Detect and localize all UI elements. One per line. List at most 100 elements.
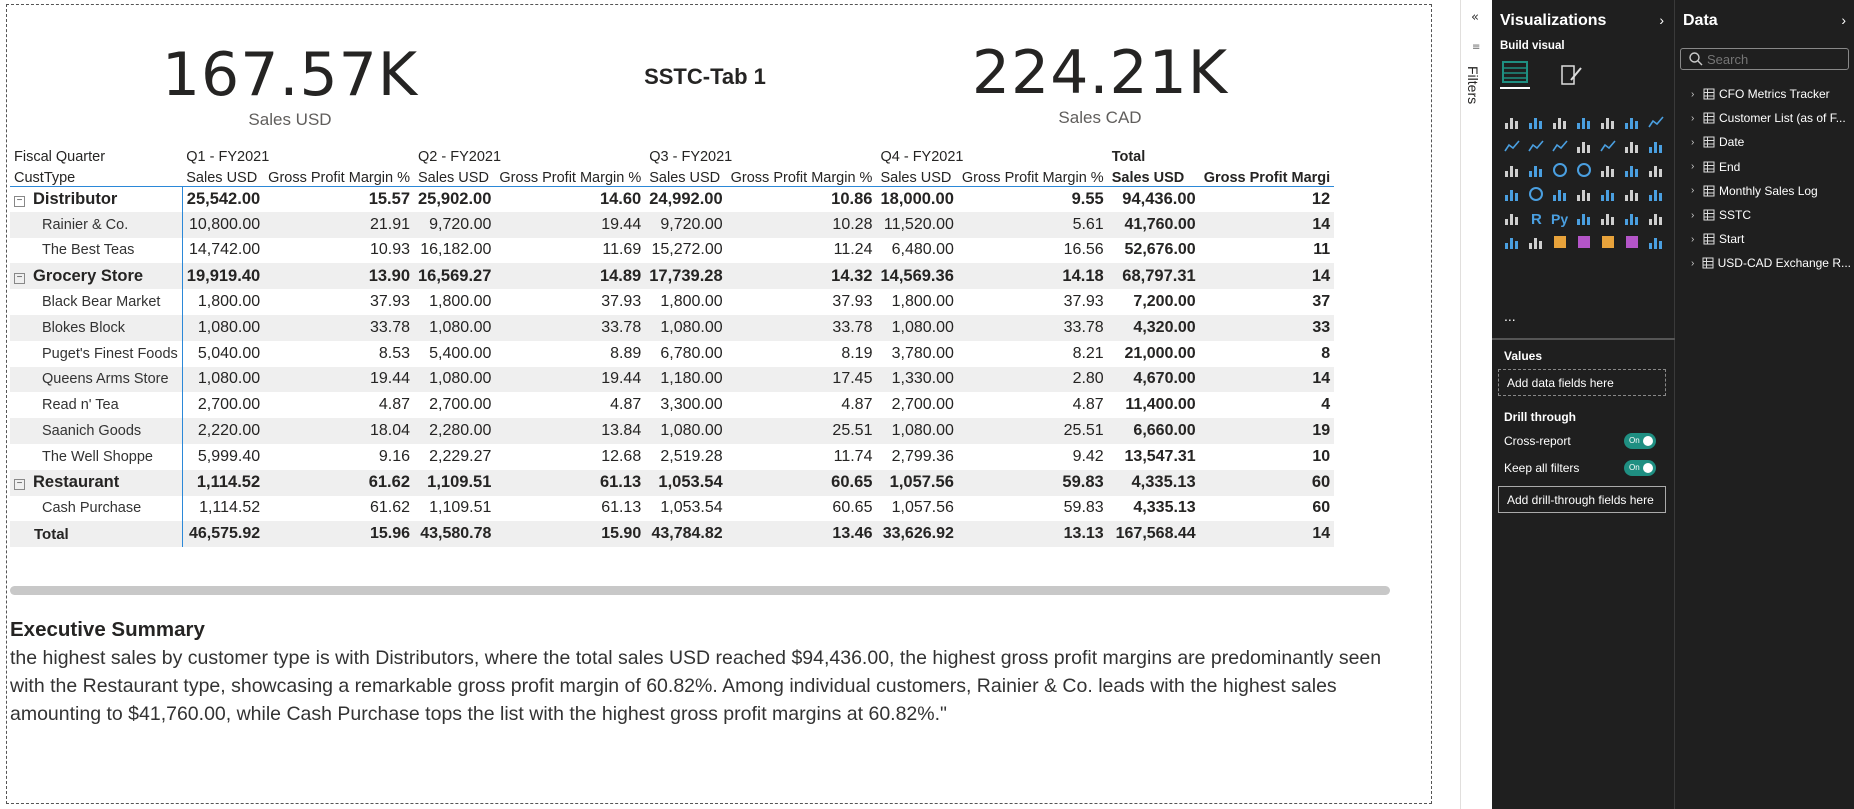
column-header-q2[interactable]: Q2 - FY2021 xyxy=(418,149,502,165)
collapse-icon[interactable]: − xyxy=(14,479,25,491)
sales-usd-cell[interactable]: 1,080.00 xyxy=(876,314,958,341)
gross-margin-cell[interactable]: 8 xyxy=(1321,344,1331,362)
gross-margin-cell[interactable]: 19 xyxy=(1199,418,1335,444)
line-stacked-column-icon[interactable] xyxy=(1524,134,1548,158)
kpi-card-sales-usd[interactable]: 167.57K Sales USD xyxy=(150,40,430,130)
gross-margin-cell[interactable]: 4.87 xyxy=(841,396,873,414)
waterfall-icon[interactable] xyxy=(1572,134,1596,158)
sales-usd-cell[interactable]: 4,320.00 xyxy=(1107,314,1200,341)
clustered-bar-icon[interactable] xyxy=(1548,110,1572,134)
multirow-card-icon[interactable] xyxy=(1572,182,1596,206)
expand-chevron-icon[interactable]: › xyxy=(1691,257,1695,269)
sales-usd-cell[interactable]: 1,800.00 xyxy=(429,293,492,311)
gross-margin-cell[interactable]: 14.32 xyxy=(726,263,877,290)
sales-usd-cell[interactable]: 1,053.54 xyxy=(660,499,723,517)
column-header-q3[interactable]: Q3 - FY2021 xyxy=(649,149,733,165)
slicer-icon[interactable] xyxy=(1620,182,1644,206)
measure-header[interactable]: Sales USD xyxy=(414,165,496,187)
sales-usd-cell[interactable]: 11,400.00 xyxy=(1125,396,1196,414)
sales-usd-cell[interactable]: 10,800.00 xyxy=(182,211,265,238)
matrix-row[interactable]: The Best Teas 14,742.00 10.93 16,182.00 11.6… xyxy=(10,237,1334,264)
sales-usd-cell[interactable]: 17,739.28 xyxy=(645,263,727,290)
gross-margin-cell[interactable]: 33.78 xyxy=(957,314,1108,341)
sales-usd-cell[interactable]: 24,992.00 xyxy=(649,189,723,208)
row-label-cell[interactable]: Rainier & Co. xyxy=(10,211,183,238)
gross-margin-cell[interactable]: 60 xyxy=(1312,499,1331,517)
sales-usd-cell[interactable]: 1,800.00 xyxy=(197,293,261,311)
100-column-icon[interactable] xyxy=(1620,110,1644,134)
data-table-item[interactable]: › Start xyxy=(1691,227,1851,251)
gross-margin-cell[interactable]: 37.93 xyxy=(1063,293,1104,311)
values-drop-zone[interactable]: Add data fields here xyxy=(1498,369,1666,396)
sales-usd-cell[interactable]: 4,335.13 xyxy=(1107,469,1200,496)
ribbon-chart-icon[interactable] xyxy=(1548,134,1572,158)
matrix-row[interactable]: The Well Shoppe 5,999.40 9.16 2,229.27 12.68… xyxy=(10,443,1334,470)
gross-margin-cell[interactable]: 21.91 xyxy=(264,211,414,238)
sales-usd-cell[interactable]: 6,780.00 xyxy=(660,344,723,362)
key-influencers-icon[interactable] xyxy=(1572,206,1596,230)
stacked-bar-icon[interactable] xyxy=(1500,110,1524,134)
sales-usd-cell[interactable]: 33,626.92 xyxy=(876,521,958,548)
gross-margin-cell[interactable]: 13.13 xyxy=(957,521,1108,548)
measure-header[interactable]: Sales USD xyxy=(876,165,958,187)
gauge-icon[interactable] xyxy=(1524,182,1548,206)
sales-usd-cell[interactable]: 6,660.00 xyxy=(1107,418,1200,444)
expand-chevron-icon[interactable]: › xyxy=(1691,136,1695,148)
collapse-icon[interactable]: − xyxy=(14,272,25,284)
sales-usd-cell[interactable]: 16,569.27 xyxy=(414,263,496,290)
collapse-chevron-icon[interactable]: › xyxy=(1659,12,1664,28)
sales-usd-cell[interactable]: 13,547.31 xyxy=(1124,447,1196,465)
sales-usd-cell[interactable]: 2,229.27 xyxy=(429,447,492,465)
gross-margin-cell[interactable]: 37.93 xyxy=(369,293,410,311)
sales-usd-cell[interactable]: 9,720.00 xyxy=(414,211,496,238)
gross-margin-cell[interactable]: 15.96 xyxy=(264,521,414,548)
sales-usd-cell[interactable]: 1,080.00 xyxy=(876,418,958,444)
donut-chart-icon[interactable] xyxy=(1572,158,1596,182)
filters-pane-collapsed[interactable]: « ≡ Filters xyxy=(1460,0,1492,809)
goals-icon[interactable] xyxy=(1500,230,1524,254)
gross-margin-cell[interactable]: 11.24 xyxy=(833,241,873,259)
sales-usd-cell[interactable]: 94,436.00 xyxy=(1122,189,1196,208)
decomposition-tree-icon[interactable] xyxy=(1596,206,1620,230)
sales-usd-cell[interactable]: 1,800.00 xyxy=(891,293,954,311)
row-label-cell[interactable]: Blokes Block xyxy=(10,314,183,341)
sales-usd-cell[interactable]: 5,400.00 xyxy=(429,344,492,362)
diamond-icon[interactable] xyxy=(1620,230,1644,254)
drill-through-drop-zone[interactable]: Add drill-through fields here xyxy=(1498,486,1666,513)
expand-chevron-icon[interactable]: › xyxy=(1691,233,1695,245)
gross-margin-cell[interactable]: 61.13 xyxy=(601,499,642,517)
pie-chart-icon[interactable] xyxy=(1548,158,1572,182)
row-label-cell[interactable]: The Best Teas xyxy=(10,237,183,264)
stacked-column-icon[interactable] xyxy=(1524,110,1548,134)
sales-usd-cell[interactable]: 3,780.00 xyxy=(891,344,954,362)
gross-margin-cell[interactable]: 37 xyxy=(1312,293,1331,311)
paginated-report-icon[interactable] xyxy=(1524,230,1548,254)
horizontal-scrollbar[interactable] xyxy=(10,586,1390,595)
power-automate-icon[interactable] xyxy=(1572,230,1596,254)
matrix-row[interactable]: Rainier & Co. 10,800.00 21.91 9,720.00 19.44… xyxy=(10,211,1335,238)
gross-margin-cell[interactable]: 2.80 xyxy=(957,366,1108,393)
gross-margin-cell[interactable]: 13.90 xyxy=(264,263,414,290)
matrix-row[interactable]: Read n' Tea 2,700.00 4.87 2,700.00 4.87 3,300… xyxy=(10,392,1334,419)
measure-header[interactable]: Sales USD xyxy=(645,165,727,187)
gross-margin-cell[interactable]: 10.86 xyxy=(831,189,873,208)
matrix-row[interactable]: Saanich Goods 2,220.00 18.04 2,280.00 13.84 1… xyxy=(10,418,1335,444)
data-table-item[interactable]: › CFO Metrics Tracker xyxy=(1691,82,1851,106)
sales-usd-cell[interactable]: 41,760.00 xyxy=(1107,211,1200,238)
gross-margin-cell[interactable]: 61.62 xyxy=(264,469,414,496)
sales-usd-cell[interactable]: 1,109.51 xyxy=(429,499,492,517)
gross-margin-cell[interactable]: 4.87 xyxy=(1072,396,1104,414)
measure-header[interactable]: Gross Profit Margi xyxy=(1199,165,1335,187)
kpi-card-sales-cad[interactable]: 224.21K Sales CAD xyxy=(960,38,1240,128)
sales-usd-cell[interactable]: 1,180.00 xyxy=(645,366,727,393)
matrix-icon[interactable] xyxy=(1500,206,1524,230)
measure-header[interactable]: Gross Profit Margin % xyxy=(495,165,646,187)
sales-usd-cell[interactable]: 4,335.13 xyxy=(1133,499,1196,517)
column-header-total[interactable]: Total xyxy=(1111,149,1146,165)
row-label-cell[interactable]: Cash Purchase xyxy=(10,495,183,522)
matrix-group-row[interactable]: − Grocery Store 19,919.40 13.90 16,569.27 14.… xyxy=(10,263,1335,290)
keep-filters-toggle[interactable]: On xyxy=(1624,460,1656,476)
matrix-group-row[interactable]: − Restaurant 1,114.52 61.62 1,109.51 61.13 1,0… xyxy=(10,469,1335,496)
chevron-visual-icon[interactable] xyxy=(1644,230,1668,254)
gross-margin-cell[interactable]: 60.65 xyxy=(726,469,877,496)
